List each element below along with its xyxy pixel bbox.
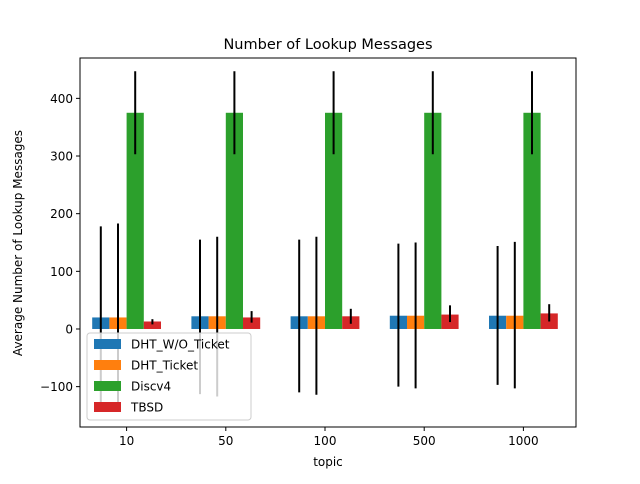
x-tick-label: 500 <box>413 434 436 448</box>
y-tick-label: 400 <box>50 92 73 106</box>
x-tick-label: 10 <box>119 434 134 448</box>
chart-title: Number of Lookup Messages <box>223 37 432 53</box>
x-tick-label: 50 <box>218 434 233 448</box>
y-tick-label: 0 <box>65 322 73 336</box>
axes-frame <box>79 57 577 428</box>
y-tick-label: 200 <box>50 207 73 221</box>
bar-tbsd-10 <box>143 321 161 329</box>
legend-swatch <box>94 360 121 370</box>
y-tick-label: 300 <box>50 150 73 164</box>
legend-swatch <box>94 381 121 391</box>
x-tick-label: 1000 <box>508 434 539 448</box>
legend-label: TBSD <box>130 401 163 415</box>
legend-box <box>86 332 252 421</box>
x-tick-label: 100 <box>314 434 337 448</box>
y-tick-label: −100 <box>40 380 73 394</box>
x-axis-label: topic <box>313 455 343 469</box>
bar-discv4-10 <box>126 112 144 329</box>
legend-label: DHT_Ticket <box>131 359 198 373</box>
legend-swatch <box>94 339 121 349</box>
legend: DHT_W/O_Ticket DHT_Ticket Discv4 TBSD <box>86 332 252 421</box>
bar-discv4-50 <box>225 112 243 329</box>
bar-discv4-100 <box>325 112 343 329</box>
bar-discv4-1000 <box>523 112 541 329</box>
bar-tbsd-50 <box>243 317 261 329</box>
legend-swatch <box>94 402 121 412</box>
legend-label: Discv4 <box>131 380 171 394</box>
bar-discv4-500 <box>424 112 442 329</box>
y-tick-label: 100 <box>50 265 73 279</box>
y-axis-label: Average Number of Lookup Messages <box>11 130 25 356</box>
legend-label: DHT_W/O_Ticket <box>131 338 230 352</box>
